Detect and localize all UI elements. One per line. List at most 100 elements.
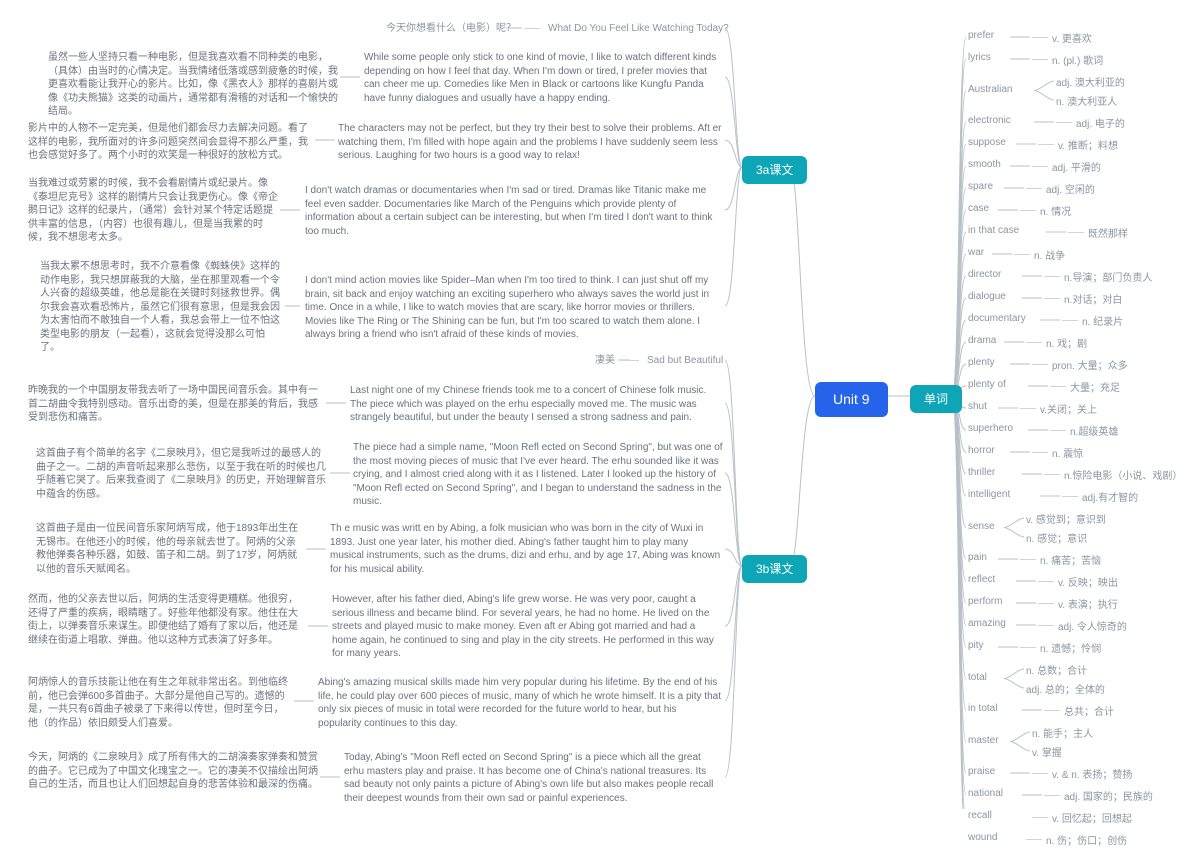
vocab-word: in total (968, 703, 997, 714)
vocab-word: total (968, 672, 987, 683)
dash-icon (1044, 710, 1060, 711)
dash-icon (1032, 773, 1048, 774)
dash-icon (1026, 188, 1042, 189)
vocab-word-label: documentary (968, 313, 1026, 324)
s3b-p5-cn: 阿炳惊人的音乐技能让他在有生之年就非常出名。到他临终前，他已会弹600多首曲子。… (28, 676, 292, 730)
vocab-def-label: n.对话；对白 (1064, 291, 1122, 306)
vocab-def-label: v. 反映；映出 (1058, 574, 1118, 589)
vocab-word: shut (968, 401, 987, 412)
vocab-def-label: n. 纪录片 (1082, 313, 1123, 328)
vocab-word-label: superhero (968, 423, 1013, 434)
s3b-title-cn: 凄美 (595, 354, 615, 368)
vocab-def: adj. 澳大利亚的 (1056, 74, 1125, 89)
vocab-word: pity (968, 640, 984, 651)
vocab-def: n. 戏；剧 (1026, 335, 1087, 350)
vocab-def: n. (pl.) 歌词 (1032, 52, 1103, 67)
s3a-p1-en: While some people only stick to one kind… (364, 51, 724, 105)
vocab-word-label: electronic (968, 115, 1011, 126)
vocab-def: v. 感觉到；意识到 (1026, 511, 1106, 526)
vocab-def: v. 掌握 (1032, 744, 1062, 759)
dash-icon (1050, 430, 1066, 431)
vocab-def-label: n. 遗憾；怜悯 (1040, 640, 1101, 655)
vocab-def: n. 伤；伤口；创伤 (1026, 832, 1127, 847)
vocab-word: documentary (968, 313, 1026, 324)
s3b-p3-en: Th e music was writt en by Abing, a folk… (330, 522, 722, 576)
vocab-def: adj. 总的；全体的 (1026, 681, 1105, 696)
vocab-def: adj. 电子的 (1056, 115, 1125, 130)
vocab-word: national (968, 788, 1003, 799)
s3b-p6-cn: 今天，阿炳的《二泉映月》成了所有伟大的二胡演奏家弹奏和赞赏的曲子。它已成为了中国… (28, 751, 318, 792)
vocab-word-label: pity (968, 640, 984, 651)
dash-icon (1032, 364, 1048, 365)
section-vocab: 单词 (910, 385, 962, 413)
dash-icon (1032, 59, 1048, 60)
vocab-def: n. 遗憾；怜悯 (1020, 640, 1101, 655)
vocab-word: war (968, 247, 984, 258)
vocab-word: perform (968, 596, 1002, 607)
section-3a: 3a课文 (742, 156, 807, 184)
vocab-word: master (968, 735, 999, 746)
vocab-word: plenty of (968, 379, 1006, 390)
s3a-title-cn: 今天你想看什么（电影）呢？ (386, 22, 516, 36)
vocab-def-label: v. 掌握 (1032, 744, 1062, 759)
vocab-def-label: v.关闭；关上 (1040, 401, 1097, 416)
vocab-word: intelligent (968, 489, 1010, 500)
vocab-word: dialogue (968, 291, 1006, 302)
vocab-def: 大量；充足 (1050, 379, 1120, 394)
vocab-def-label: v. 回忆起；回想起 (1052, 810, 1132, 825)
vocab-word-label: shut (968, 401, 987, 412)
vocab-def: 既然那样 (1068, 225, 1128, 240)
vocab-word: sense (968, 521, 995, 532)
vocab-word-label: master (968, 735, 999, 746)
vocab-word-label: sense (968, 521, 995, 532)
vocab-def-label: adj. 令人惊奇的 (1058, 618, 1127, 633)
vocab-def: v. & n. 表扬；赞扬 (1032, 766, 1132, 781)
vocab-def-label: n. 感觉；意识 (1026, 530, 1087, 545)
vocab-def: adj. 国家的；民族的 (1044, 788, 1153, 803)
vocab-def: n. 总数；合计 (1026, 662, 1087, 677)
vocab-def: n. 能手；主人 (1032, 725, 1093, 740)
vocab-word-label: recall (968, 810, 992, 821)
vocab-def: n. 纪录片 (1062, 313, 1123, 328)
vocab-def-label: n. 痛苦；苦恼 (1040, 552, 1101, 567)
dash-icon (1044, 298, 1060, 299)
vocab-def: adj. 平滑的 (1032, 159, 1101, 174)
vocab-def-label: v. 推断；料想 (1058, 137, 1118, 152)
vocab-word-label: war (968, 247, 984, 258)
vocab-def: n. 战争 (1014, 247, 1065, 262)
vocab-word: superhero (968, 423, 1013, 434)
s3a-title: 今天你想看什么（电影）呢？ What Do You Feel Like Watc… (386, 22, 729, 36)
s3b-title-en: Sad but Beautiful (647, 354, 723, 368)
dash-icon (1038, 625, 1054, 626)
vocab-def: v. 回忆起；回想起 (1032, 810, 1132, 825)
vocab-def: n.惊险电影（小说、戏剧） (1044, 467, 1182, 482)
vocab-word: spare (968, 181, 993, 192)
vocab-word: smooth (968, 159, 1001, 170)
dash-icon (1062, 496, 1078, 497)
vocab-word: in that case (968, 225, 1019, 236)
vocab-def-label: adj. 澳大利亚的 (1056, 74, 1125, 89)
vocab-word: recall (968, 810, 992, 821)
vocab-word-label: wound (968, 832, 997, 843)
vocab-def: n. 震惊 (1032, 445, 1083, 460)
vocab-word: case (968, 203, 989, 214)
dash-icon (1032, 452, 1048, 453)
s3b-p4-en: However, after his father died, Abing's … (332, 593, 722, 661)
vocab-def: v. 推断；料想 (1038, 137, 1118, 152)
vocab-def-label: pron. 大量；众多 (1052, 357, 1128, 372)
vocab-def-label: adj. 空闲的 (1046, 181, 1095, 196)
vocab-def-label: n. 战争 (1034, 247, 1065, 262)
vocab-word: amazing (968, 618, 1006, 629)
vocab-def: 总共；合计 (1044, 703, 1114, 718)
vocab-def-label: adj. 国家的；民族的 (1064, 788, 1153, 803)
vocab-word-label: plenty (968, 357, 995, 368)
s3b-p5-en: Abing's amazing musical skills made him … (318, 676, 722, 730)
vocab-word-label: spare (968, 181, 993, 192)
vocab-def-label: n. (pl.) 歌词 (1052, 52, 1103, 67)
s3b-p2-en: The piece had a simple name, "Moon Refl … (353, 441, 723, 509)
vocab-word-label: reflect (968, 574, 995, 585)
dash-icon (1026, 342, 1042, 343)
vocab-word: thriller (968, 467, 995, 478)
vocab-word-label: horror (968, 445, 995, 456)
vocab-def-label: v. & n. 表扬；赞扬 (1052, 766, 1132, 781)
